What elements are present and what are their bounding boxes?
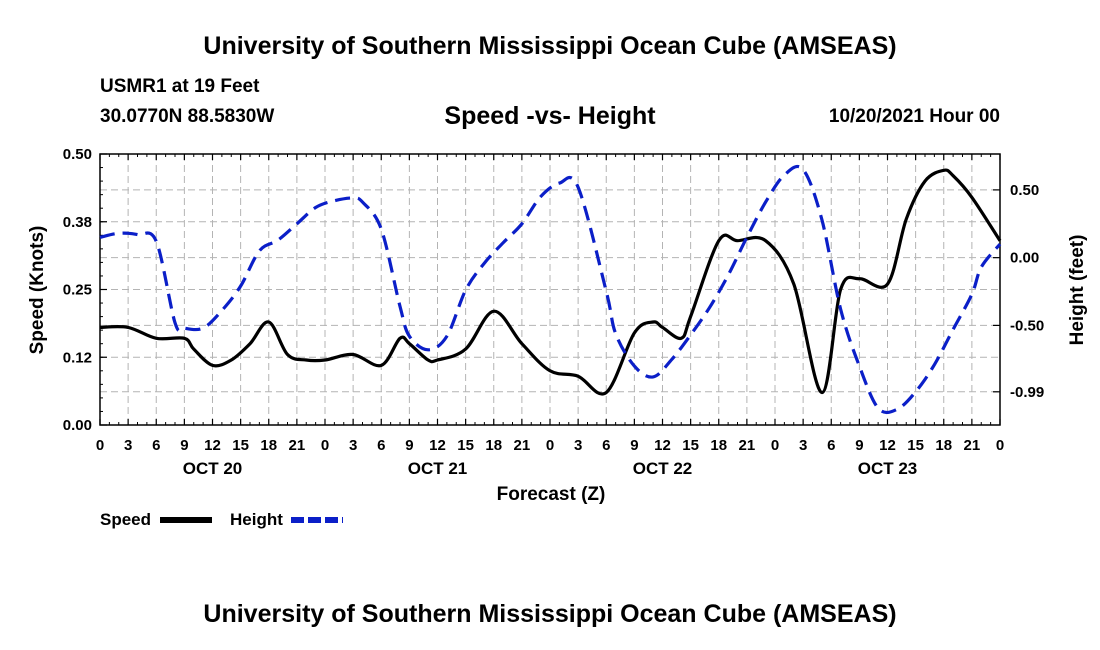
- day-label: OCT 22: [633, 459, 693, 478]
- x-tick-label: 21: [964, 437, 981, 454]
- x-tick-label: 12: [654, 437, 671, 454]
- x-tick-label: 15: [232, 437, 249, 454]
- x-tick-label: 18: [710, 437, 727, 454]
- forecast-date-label: 10/20/2021 Hour 00: [828, 106, 1000, 127]
- x-tick-label: 18: [935, 437, 952, 454]
- x-tick-label: 6: [152, 437, 160, 454]
- x-tick-label: 3: [349, 437, 357, 454]
- y2-tick-label: 0.00: [1010, 250, 1039, 267]
- x-tick-label: 6: [602, 437, 610, 454]
- y2-axis-title: Height (feet): [1067, 235, 1088, 346]
- y-tick-label: 0.38: [63, 214, 92, 231]
- x-tick-label: 18: [485, 437, 502, 454]
- y2-tick-label: -0.99: [1010, 384, 1044, 401]
- y2-tick-label: 0.50: [1010, 182, 1039, 199]
- x-tick-label: 9: [855, 437, 863, 454]
- x-tick-label: 0: [546, 437, 554, 454]
- day-label: OCT 20: [183, 459, 243, 478]
- x-tick-label: 18: [260, 437, 277, 454]
- x-tick-label: 21: [739, 437, 756, 454]
- axis-ticks: [99, 153, 1001, 426]
- height-series-line: [99, 164, 1002, 415]
- coordinates-label: 30.0770N 88.5830W: [100, 106, 275, 127]
- speed-series-line: [99, 168, 1002, 396]
- x-tick-label: 12: [204, 437, 221, 454]
- x-tick-label: 15: [907, 437, 924, 454]
- x-tick-label: 0: [321, 437, 329, 454]
- x-tick-label: 3: [574, 437, 582, 454]
- y-tick-label: 0.00: [63, 417, 92, 434]
- y-axis-title: Speed (Knots): [27, 226, 48, 355]
- day-label: OCT 21: [408, 459, 468, 478]
- x-tick-label: 15: [457, 437, 474, 454]
- x-tick-label: 0: [771, 437, 779, 454]
- chart-subtitle: Speed -vs- Height: [444, 102, 656, 130]
- x-tick-label: 9: [630, 437, 638, 454]
- x-tick-label: 0: [996, 437, 1004, 454]
- x-tick-label: 9: [180, 437, 188, 454]
- x-tick-label: 9: [405, 437, 413, 454]
- x-tick-label: 3: [124, 437, 132, 454]
- chart-title-header: University of Southern Mississippi Ocean…: [203, 32, 897, 60]
- chart-title-footer: University of Southern Mississippi Ocean…: [203, 600, 897, 628]
- legend-speed-label: Speed: [100, 510, 151, 529]
- x-tick-label: 12: [429, 437, 446, 454]
- y-tick-label: 0.25: [63, 282, 92, 299]
- y-tick-label: 0.50: [63, 146, 92, 163]
- legend-height-label: Height: [230, 510, 283, 529]
- x-tick-label: 12: [879, 437, 896, 454]
- y-tick-label: 0.12: [63, 349, 92, 366]
- y2-tick-label: -0.50: [1010, 317, 1044, 334]
- day-label: OCT 23: [858, 459, 918, 478]
- grid-lines: [100, 154, 1000, 425]
- station-label: USMR1 at 19 Feet: [100, 76, 260, 97]
- x-tick-label: 21: [289, 437, 306, 454]
- x-tick-label: 21: [514, 437, 531, 454]
- x-tick-label: 0: [96, 437, 104, 454]
- x-axis-title: Forecast (Z): [497, 484, 606, 505]
- x-tick-label: 6: [377, 437, 385, 454]
- x-tick-label: 3: [799, 437, 807, 454]
- x-tick-label: 15: [682, 437, 699, 454]
- x-tick-label: 6: [827, 437, 835, 454]
